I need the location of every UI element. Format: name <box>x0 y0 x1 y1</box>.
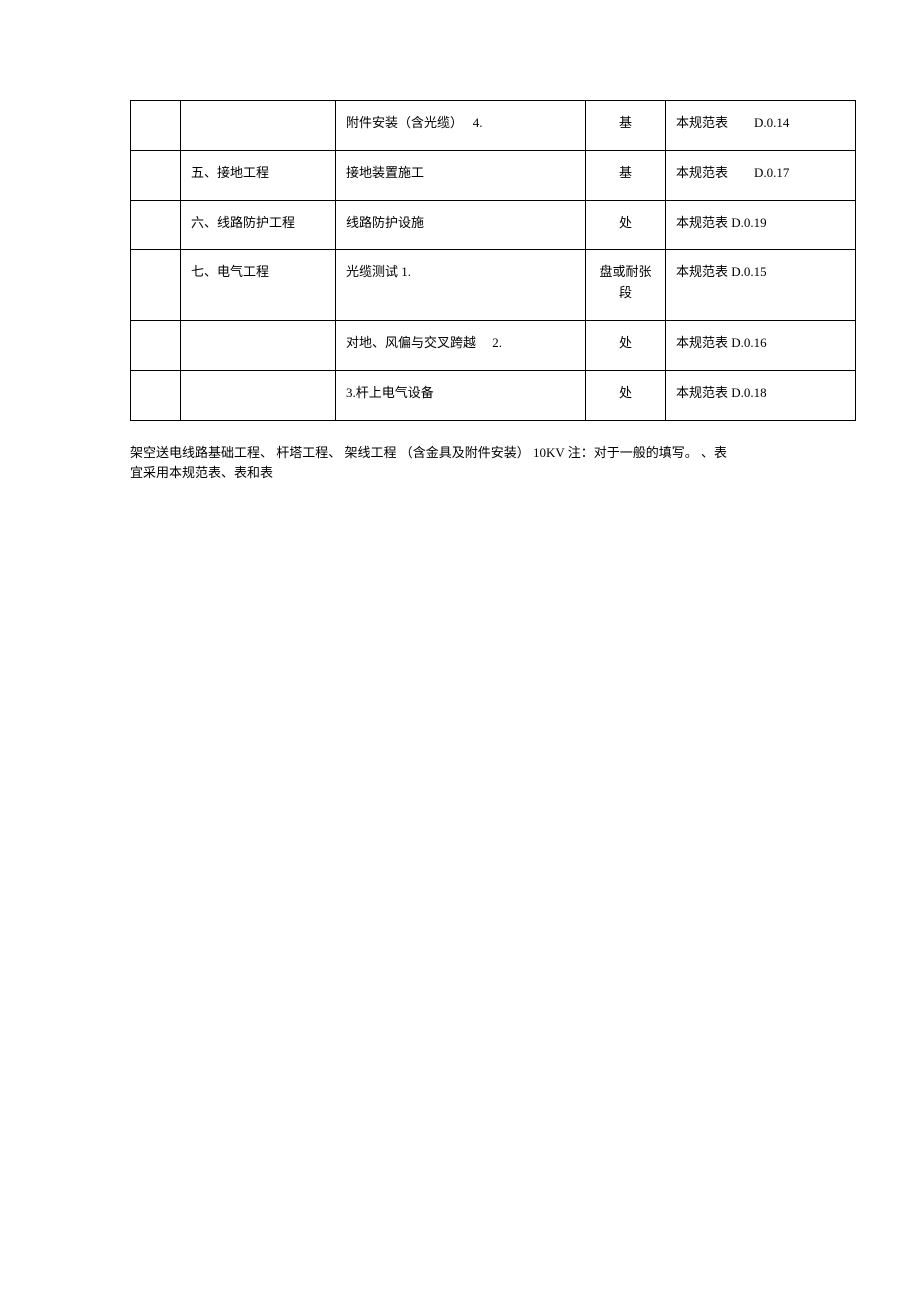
cell: 本规范表 D.0.19 <box>666 200 856 250</box>
cell: 线路防护设施 <box>336 200 586 250</box>
cell: 接地装置施工 <box>336 150 586 200</box>
table-row: 附件安装（含光缆） 4. 基 本规范表 D.0.14 <box>131 101 856 151</box>
cell: 本规范表 D.0.18 <box>666 370 856 420</box>
footnote-text: 架空送电线路基础工程、 杆塔工程、 架线工程 （含金具及附件安装） 10KV 注… <box>130 443 855 485</box>
footnote-line: 宜采用本规范表、表和表 <box>130 465 273 480</box>
cell <box>181 370 336 420</box>
table-row: 3.杆上电气设备 处 本规范表 D.0.18 <box>131 370 856 420</box>
cell: 处 <box>586 200 666 250</box>
cell <box>131 250 181 321</box>
cell: 基 <box>586 150 666 200</box>
cell <box>131 320 181 370</box>
cell: 光缆测试 1. <box>336 250 586 321</box>
cell: 本规范表 D.0.14 <box>666 101 856 151</box>
cell <box>131 370 181 420</box>
document-page: 附件安装（含光缆） 4. 基 本规范表 D.0.14 五、接地工程 接地装置施工… <box>0 0 920 1303</box>
cell: 附件安装（含光缆） 4. <box>336 101 586 151</box>
table-row: 六、线路防护工程 线路防护设施 处 本规范表 D.0.19 <box>131 200 856 250</box>
cell: 六、线路防护工程 <box>181 200 336 250</box>
cell: 本规范表 D.0.17 <box>666 150 856 200</box>
cell <box>181 101 336 151</box>
cell <box>131 101 181 151</box>
cell <box>181 320 336 370</box>
cell: 处 <box>586 370 666 420</box>
cell: 3.杆上电气设备 <box>336 370 586 420</box>
cell: 七、电气工程 <box>181 250 336 321</box>
cell <box>131 150 181 200</box>
cell: 本规范表 D.0.15 <box>666 250 856 321</box>
table-row: 对地、风偏与交叉跨越 2. 处 本规范表 D.0.16 <box>131 320 856 370</box>
cell: 盘或耐张段 <box>586 250 666 321</box>
cell: 处 <box>586 320 666 370</box>
footnote-line: 架空送电线路基础工程、 杆塔工程、 架线工程 （含金具及附件安装） 10KV 注… <box>130 445 727 460</box>
engineering-table: 附件安装（含光缆） 4. 基 本规范表 D.0.14 五、接地工程 接地装置施工… <box>130 100 856 421</box>
table-row: 七、电气工程 光缆测试 1. 盘或耐张段 本规范表 D.0.15 <box>131 250 856 321</box>
table-row: 五、接地工程 接地装置施工 基 本规范表 D.0.17 <box>131 150 856 200</box>
cell: 对地、风偏与交叉跨越 2. <box>336 320 586 370</box>
cell: 本规范表 D.0.16 <box>666 320 856 370</box>
cell: 基 <box>586 101 666 151</box>
cell: 五、接地工程 <box>181 150 336 200</box>
cell <box>131 200 181 250</box>
